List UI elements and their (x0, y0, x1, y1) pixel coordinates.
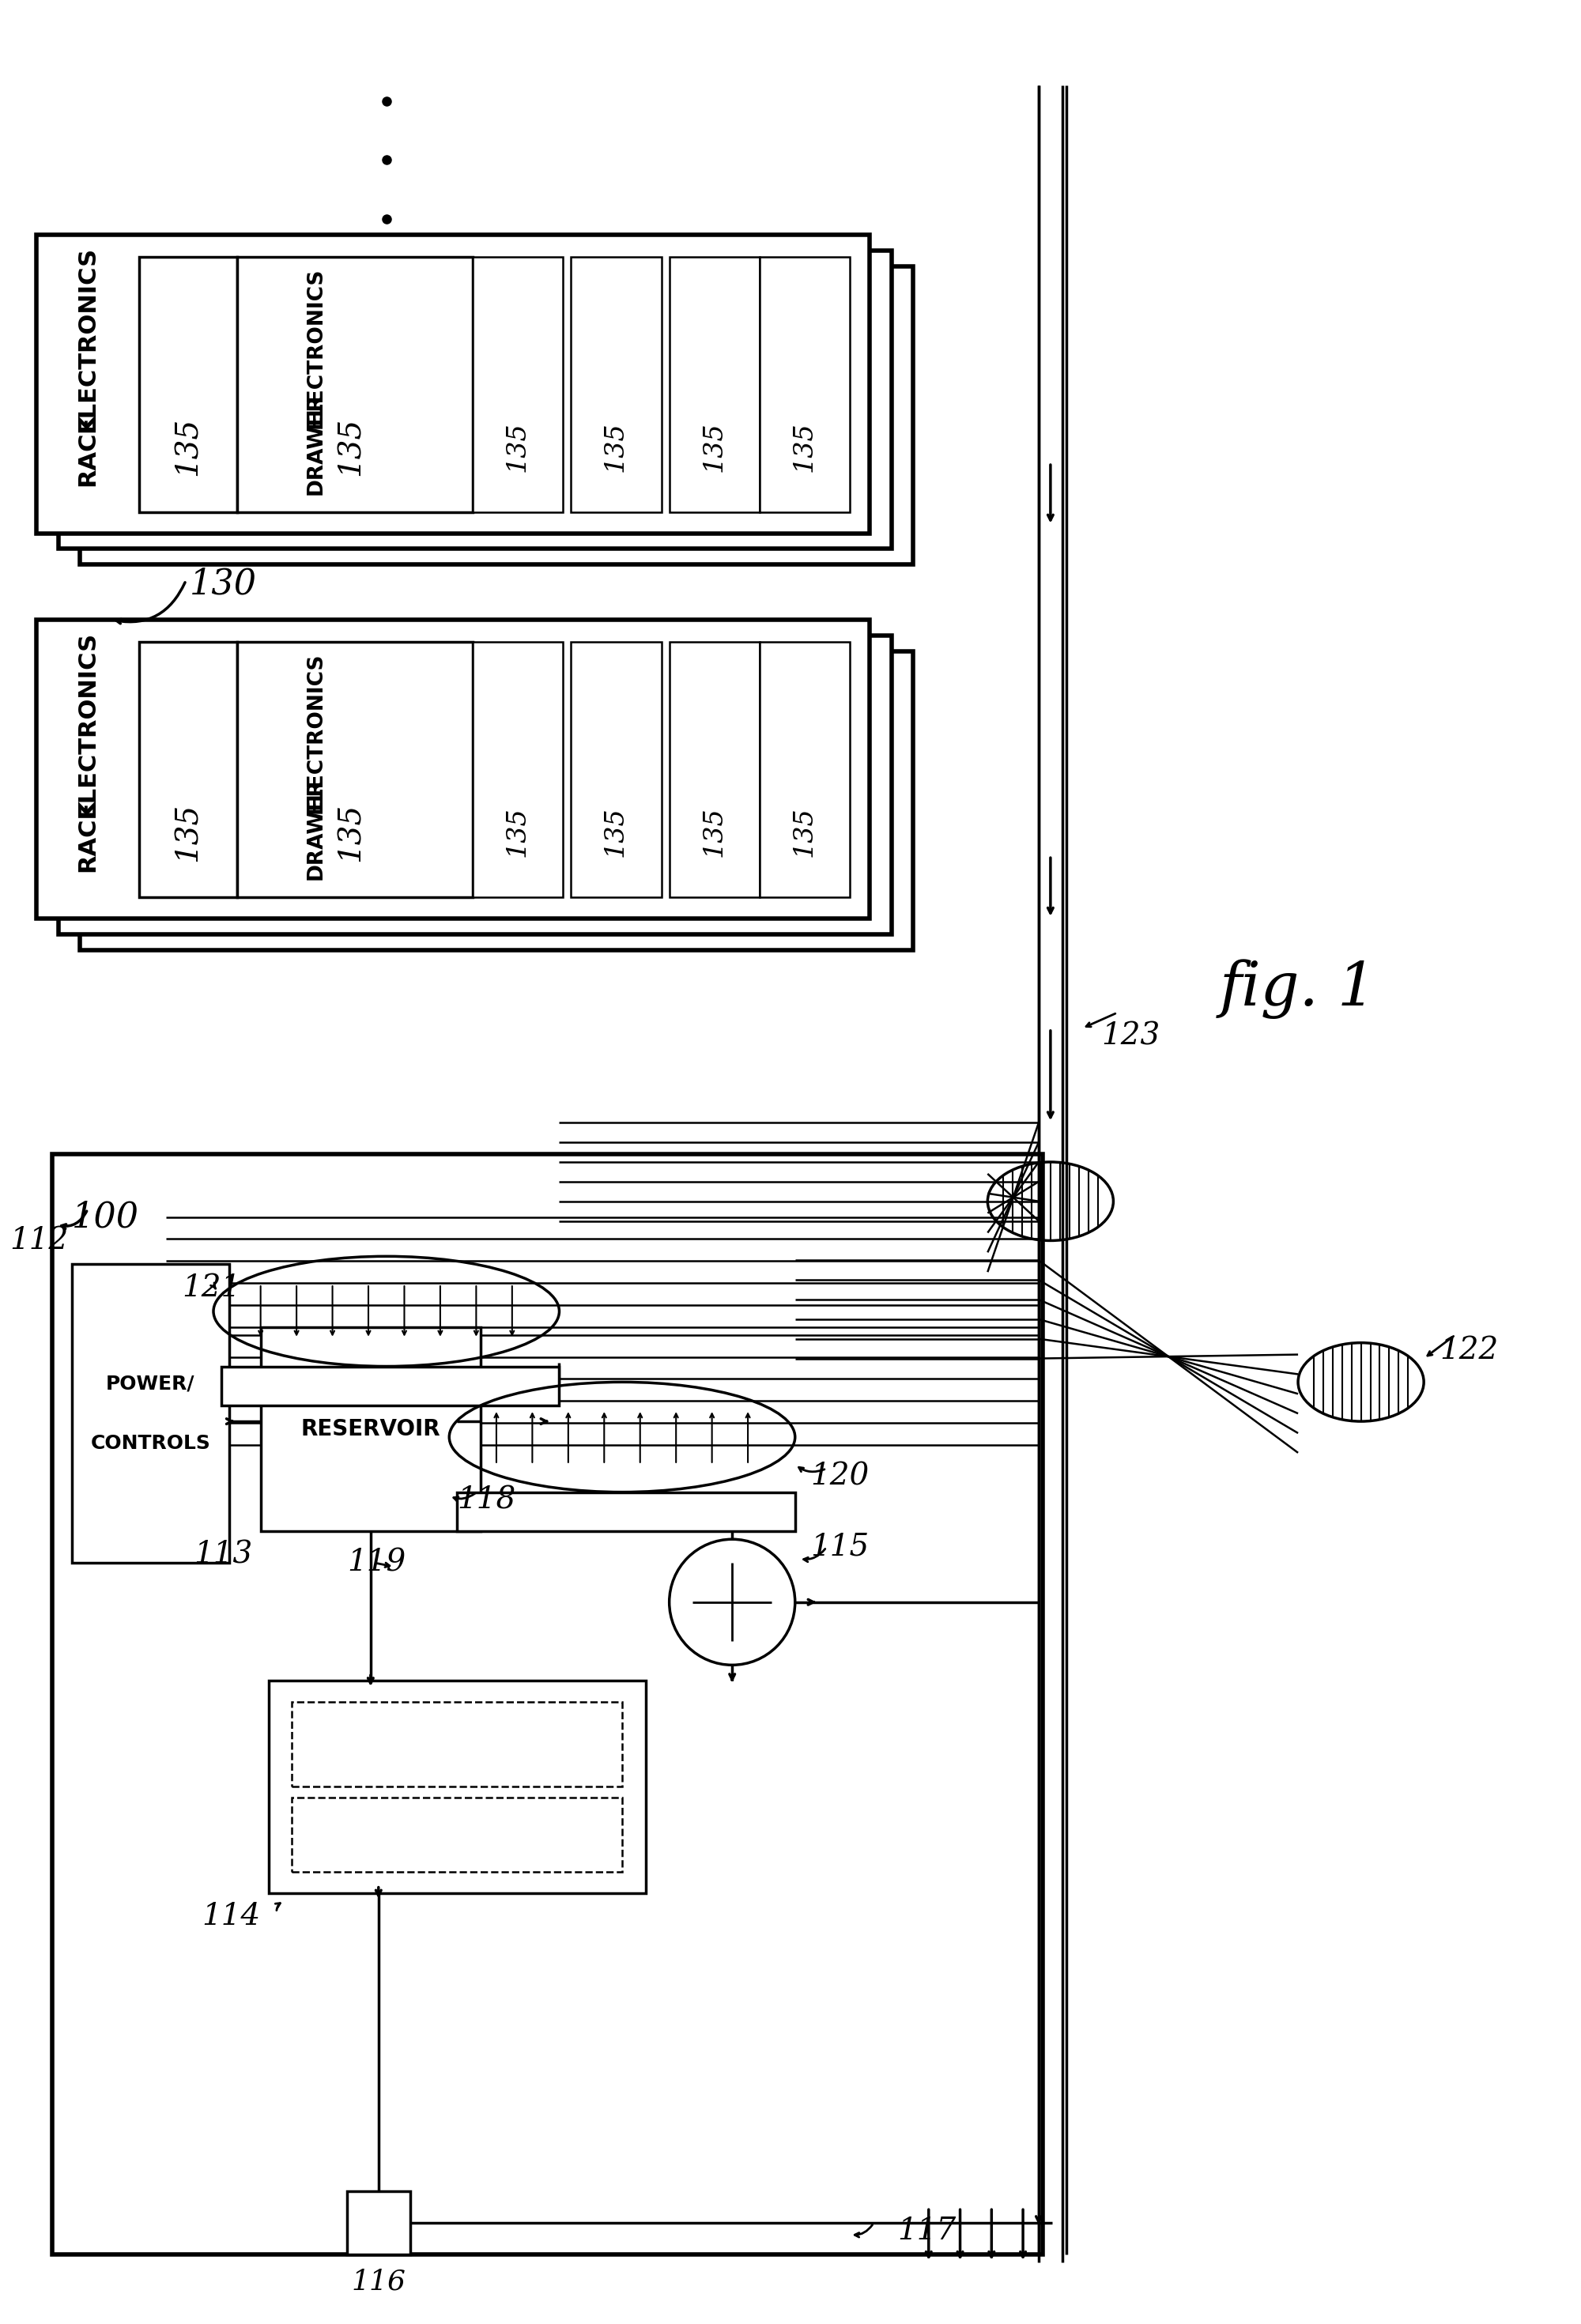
Text: 116: 116 (351, 2268, 406, 2296)
Text: RESERVOIR: RESERVOIR (300, 1418, 441, 1441)
Text: 130: 130 (190, 567, 258, 602)
Bar (221, 1367, 560, 1406)
Text: 135: 135 (174, 418, 202, 476)
Bar (52, 1155, 1042, 2254)
Bar (457, 1492, 795, 1532)
Bar (760, 256, 851, 511)
Text: 135: 135 (504, 421, 530, 472)
Bar (571, 641, 661, 897)
Text: 117: 117 (898, 2217, 957, 2245)
Bar (473, 256, 563, 511)
Text: 113: 113 (194, 1541, 253, 1569)
Bar (292, 1796, 623, 1871)
Text: 135: 135 (337, 418, 365, 476)
Text: POWER/: POWER/ (106, 1373, 194, 1392)
Bar (36, 621, 870, 918)
Text: 100: 100 (73, 1199, 139, 1234)
Text: 120: 120 (811, 1462, 870, 1492)
Text: 112: 112 (9, 1227, 68, 1255)
Text: 122: 122 (1440, 1336, 1499, 1364)
Bar (269, 1680, 645, 1894)
Bar (139, 641, 237, 897)
Text: 123: 123 (1102, 1023, 1160, 1050)
Text: 135: 135 (174, 802, 202, 862)
Text: 135: 135 (504, 806, 530, 858)
Bar (760, 641, 851, 897)
Text: 135: 135 (604, 421, 629, 472)
Text: 135: 135 (702, 421, 727, 472)
Text: 115: 115 (811, 1532, 870, 1562)
Text: 135: 135 (604, 806, 629, 858)
Bar (571, 256, 661, 511)
Bar (58, 251, 892, 548)
Bar (58, 634, 892, 934)
Bar (292, 1701, 623, 1787)
Text: 135: 135 (337, 802, 365, 862)
Bar (73, 1264, 229, 1562)
Bar (79, 265, 912, 565)
Text: ELECTRONICS: ELECTRONICS (76, 632, 100, 818)
Bar (237, 256, 473, 511)
Bar (237, 641, 473, 897)
Bar (348, 2192, 409, 2254)
Bar (139, 256, 237, 511)
Text: ELECTRONICS: ELECTRONICS (305, 653, 326, 813)
Bar (669, 641, 760, 897)
Text: RACK: RACK (76, 797, 100, 872)
Text: ELECTRONICS: ELECTRONICS (76, 246, 100, 432)
Bar (79, 651, 912, 951)
Text: DRAWER: DRAWER (305, 393, 326, 495)
Bar (669, 256, 760, 511)
Text: 121: 121 (182, 1274, 240, 1301)
Bar (261, 1327, 481, 1532)
Text: 135: 135 (792, 806, 817, 858)
Text: RACK: RACK (76, 414, 100, 486)
Text: 135: 135 (792, 421, 817, 472)
Bar (36, 235, 870, 532)
Text: 114: 114 (202, 1901, 261, 1931)
Bar (473, 641, 563, 897)
Text: 135: 135 (702, 806, 727, 858)
Text: fig. 1: fig. 1 (1219, 960, 1377, 1018)
Text: 118: 118 (457, 1485, 515, 1515)
Text: CONTROLS: CONTROLS (90, 1434, 210, 1452)
Text: ELECTRONICS: ELECTRONICS (305, 267, 326, 428)
Text: DRAWER: DRAWER (305, 779, 326, 881)
Text: 119: 119 (348, 1548, 406, 1578)
